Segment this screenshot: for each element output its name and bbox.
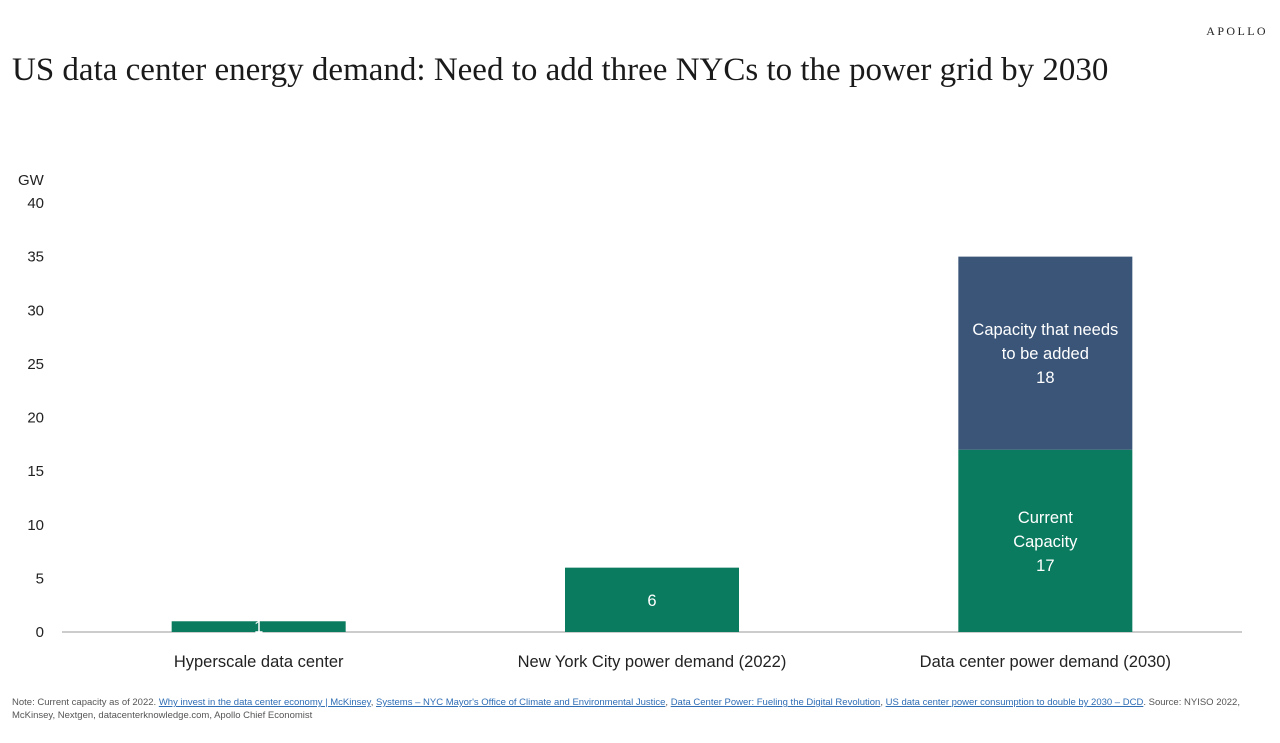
bar-chart: GW 0 5 10 15 20 25 30 35 40 1 Hyperscale data cent… [18,172,1242,671]
x-category-label: Hyperscale data center [174,653,344,671]
bar-data-label: 1 [254,619,263,637]
y-tick-label: 0 [36,624,44,641]
brand-logo-text: APOLLO [1206,24,1268,38]
x-category-label: Data center power demand (2030) [920,653,1171,671]
bar-segment [958,449,1133,632]
y-tick-label: 20 [27,410,44,427]
bar-segment [565,567,739,632]
source-link-nyc-mayor[interactable]: Systems – NYC Mayor's Office of Climate … [376,697,666,708]
source-link-dcd[interactable]: US data center power consumption to doub… [885,697,1144,708]
footnote-source: Source: NYISO 2022, McKinsey, Nextgen, d… [12,697,1240,721]
y-tick-label: 30 [27,302,44,319]
y-tick-label: 10 [27,517,44,534]
bar-data-label: 6 [647,592,656,610]
x-category-label: New York City power demand (2022) [518,653,787,671]
y-tick-label: 25 [27,356,44,373]
chart-title: US data center energy demand: Need to ad… [12,52,1109,88]
y-tick-label: 15 [27,463,44,480]
y-tick-label: 5 [36,570,44,587]
y-tick-label: 35 [27,249,44,266]
bar-data-label: Capacity that needs to be added 18 [972,321,1118,387]
bar-segment [171,621,346,632]
y-tick-label: 40 [27,195,44,212]
bar-segment [958,256,1133,450]
source-link-mckinsey[interactable]: Why invest in the data center economy | … [158,697,371,708]
footnote: Note: Current capacity as of 2022. Why i… [12,697,1240,721]
footnote-note: Note: Current capacity as of 2022. [12,697,157,708]
bar-data-label: Current Capacity 17 [1013,509,1078,575]
y-axis-unit-label: GW [18,172,45,189]
source-link-data-center-power[interactable]: Data Center Power: Fueling the Digital R… [670,697,881,708]
